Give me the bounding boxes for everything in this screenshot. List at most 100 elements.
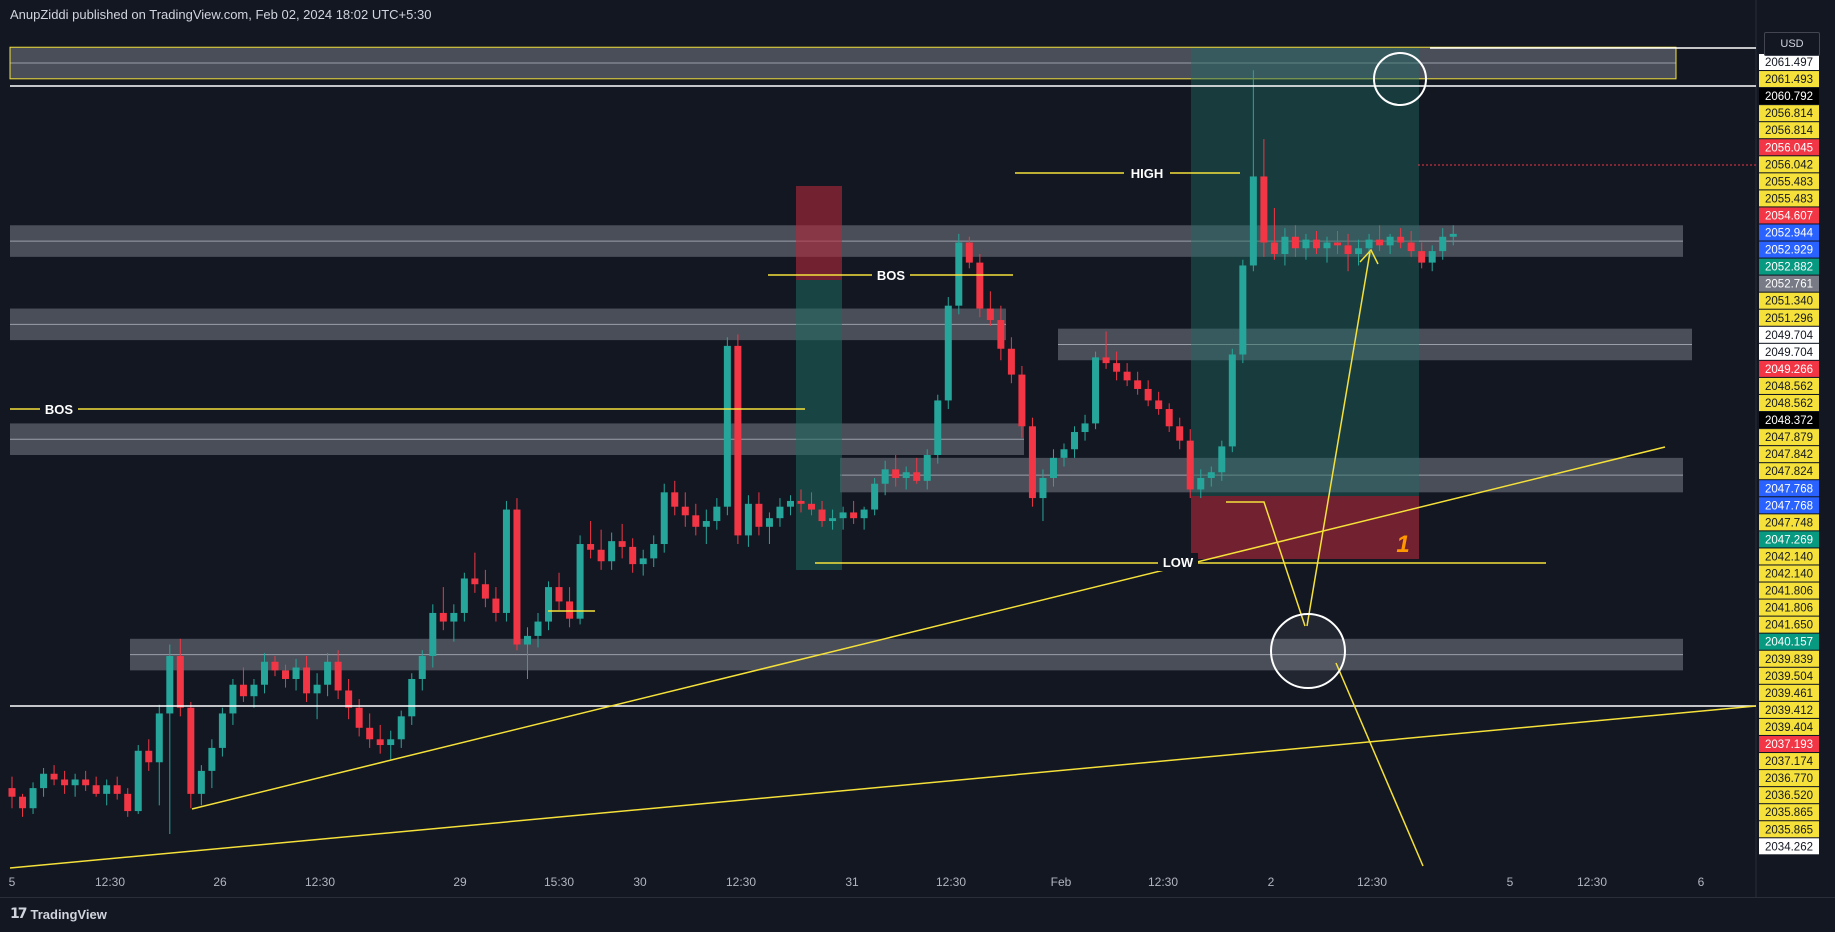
candle-body[interactable] <box>1365 239 1373 249</box>
candle-body[interactable] <box>460 578 468 613</box>
candle-body[interactable] <box>1355 248 1363 254</box>
circle-marker-top[interactable] <box>1373 52 1427 106</box>
candle-body[interactable] <box>1386 236 1394 246</box>
candle-body[interactable] <box>1260 176 1268 243</box>
candle-body[interactable] <box>818 509 826 522</box>
candle-body[interactable] <box>1144 388 1152 401</box>
candle-body[interactable] <box>376 739 384 746</box>
candle-body[interactable] <box>303 667 311 694</box>
candle-body[interactable] <box>976 262 984 309</box>
candle-body[interactable] <box>1092 357 1100 424</box>
candle-body[interactable] <box>1028 426 1036 499</box>
candle-body[interactable] <box>345 690 353 708</box>
candle-body[interactable] <box>1291 236 1299 249</box>
candle-body[interactable] <box>1123 371 1131 381</box>
candle-body[interactable] <box>92 785 100 794</box>
candle-body[interactable] <box>944 305 952 401</box>
candle-body[interactable] <box>61 779 69 786</box>
candle-body[interactable] <box>19 796 27 809</box>
candle-body[interactable] <box>1049 457 1057 478</box>
candle-body[interactable] <box>871 483 879 510</box>
candle-body[interactable] <box>881 469 889 484</box>
candle-body[interactable] <box>1060 449 1068 458</box>
candle-body[interactable] <box>1281 236 1289 254</box>
candle-body[interactable] <box>197 770 205 794</box>
candle-body[interactable] <box>1239 265 1247 355</box>
candle-body[interactable] <box>523 635 531 645</box>
candle-body[interactable] <box>1228 354 1236 447</box>
candle-body[interactable] <box>334 661 342 691</box>
candle-body[interactable] <box>555 587 563 602</box>
candle-body[interactable] <box>481 584 489 599</box>
candle-body[interactable] <box>902 472 910 478</box>
candle-body[interactable] <box>1407 242 1415 252</box>
candle-body[interactable] <box>366 727 374 740</box>
candle-body[interactable] <box>429 612 437 657</box>
candle-body[interactable] <box>40 773 48 789</box>
candle-body[interactable] <box>513 509 521 645</box>
candle-body[interactable] <box>1071 432 1079 450</box>
candle-body[interactable] <box>250 684 258 697</box>
candle-body[interactable] <box>166 656 174 714</box>
candle-body[interactable] <box>208 747 216 771</box>
candle-body[interactable] <box>1302 239 1310 249</box>
candle-body[interactable] <box>797 500 805 504</box>
candle-body[interactable] <box>1176 426 1184 441</box>
candle-body[interactable] <box>776 506 784 519</box>
candle-body[interactable] <box>502 509 510 613</box>
long-stop-box[interactable] <box>1191 496 1419 559</box>
path-down-leg[interactable] <box>1226 501 1306 627</box>
candle-body[interactable] <box>839 512 847 519</box>
candle-body[interactable] <box>1218 446 1226 473</box>
time-axis[interactable]: 5 12:30 26 12:30 29 15:30 30 12:30 31 12:30 Feb 12:… <box>9 875 1705 889</box>
candle-body[interactable] <box>145 750 153 763</box>
candle-body[interactable] <box>439 612 447 622</box>
candle-body[interactable] <box>397 716 405 740</box>
currency-button[interactable]: USD <box>1764 32 1820 56</box>
candle-body[interactable] <box>282 670 290 679</box>
candle-body[interactable] <box>702 521 710 527</box>
candle-body[interactable] <box>545 587 553 622</box>
candle-body[interactable] <box>597 549 605 562</box>
candle-body[interactable] <box>765 518 773 527</box>
candle-body[interactable] <box>618 541 626 547</box>
candle-body[interactable] <box>997 320 1005 349</box>
candle-body[interactable] <box>1197 477 1205 490</box>
candle-body[interactable] <box>744 503 752 536</box>
candle-body[interactable] <box>387 739 395 746</box>
candle-body[interactable] <box>260 661 268 685</box>
candle-body[interactable] <box>408 678 416 717</box>
short-target-box[interactable] <box>796 280 842 570</box>
candle-body[interactable] <box>1418 251 1426 263</box>
circle-marker-bottom[interactable] <box>1270 613 1346 689</box>
candle-body[interactable] <box>1270 242 1278 254</box>
short-stop-box[interactable] <box>796 186 842 280</box>
candle-body[interactable] <box>1344 245 1352 254</box>
candle-body[interactable] <box>1134 380 1142 389</box>
candle-body[interactable] <box>292 667 300 679</box>
candle-body[interactable] <box>271 661 279 671</box>
path-down-arrow[interactable] <box>1335 662 1424 867</box>
candle-body[interactable] <box>934 400 942 455</box>
candle-body[interactable] <box>576 544 584 619</box>
candle-body[interactable] <box>587 544 595 550</box>
candle-body[interactable] <box>471 578 479 585</box>
candle-body[interactable] <box>113 785 121 794</box>
candle-body[interactable] <box>650 544 658 559</box>
path-up-leg[interactable] <box>1306 251 1371 627</box>
candle-body[interactable] <box>860 509 868 519</box>
candle-body[interactable] <box>1113 363 1121 372</box>
candle-body[interactable] <box>1249 176 1257 266</box>
candle-body[interactable] <box>1428 251 1436 263</box>
candle-body[interactable] <box>29 788 37 809</box>
candle-body[interactable] <box>808 503 816 510</box>
candle-body[interactable] <box>692 515 700 527</box>
candle-body[interactable] <box>713 506 721 522</box>
candle-body[interactable] <box>50 773 58 780</box>
candle-body[interactable] <box>986 308 994 321</box>
candle-body[interactable] <box>1102 357 1110 364</box>
candle-body[interactable] <box>671 492 679 507</box>
candle-body[interactable] <box>786 500 794 507</box>
candle-body[interactable] <box>1186 440 1194 490</box>
candle-body[interactable] <box>1397 236 1405 243</box>
